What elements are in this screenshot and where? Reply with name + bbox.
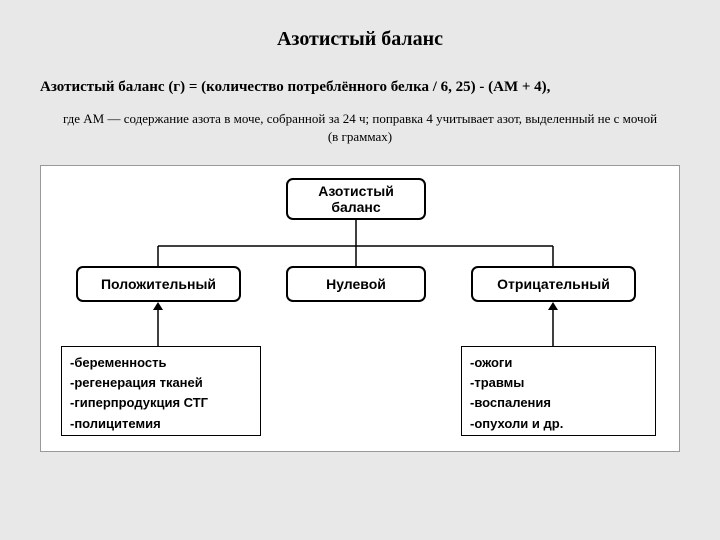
leaf-item: -опухоли и др. <box>470 414 647 434</box>
leaf-item: -беременность <box>70 353 252 373</box>
leaf-item: -полицитемия <box>70 414 252 434</box>
leaf-item: -травмы <box>470 373 647 393</box>
leaf-item: -регенерация тканей <box>70 373 252 393</box>
leaf-item: -гиперпродукция СТГ <box>70 393 252 413</box>
diagram-container: Азотистый баланс Положительный Нулевой Отри… <box>40 165 680 452</box>
node-neg: Отрицательный <box>471 266 636 302</box>
node-zero: Нулевой <box>286 266 426 302</box>
leaf-neg: -ожоги-травмы-воспаления-опухоли и др. <box>461 346 656 436</box>
leaf-item: -ожоги <box>470 353 647 373</box>
node-root: Азотистый баланс <box>286 178 426 220</box>
formula-text: Азотистый баланс (г) = (количество потре… <box>40 79 680 96</box>
leaf-pos: -беременность-регенерация тканей-гиперпр… <box>61 346 261 436</box>
page-title: Азотистый баланс <box>0 0 720 51</box>
formula-note: где АМ — содержание азота в моче, собран… <box>60 110 660 145</box>
node-pos: Положительный <box>76 266 241 302</box>
leaf-item: -воспаления <box>470 393 647 413</box>
